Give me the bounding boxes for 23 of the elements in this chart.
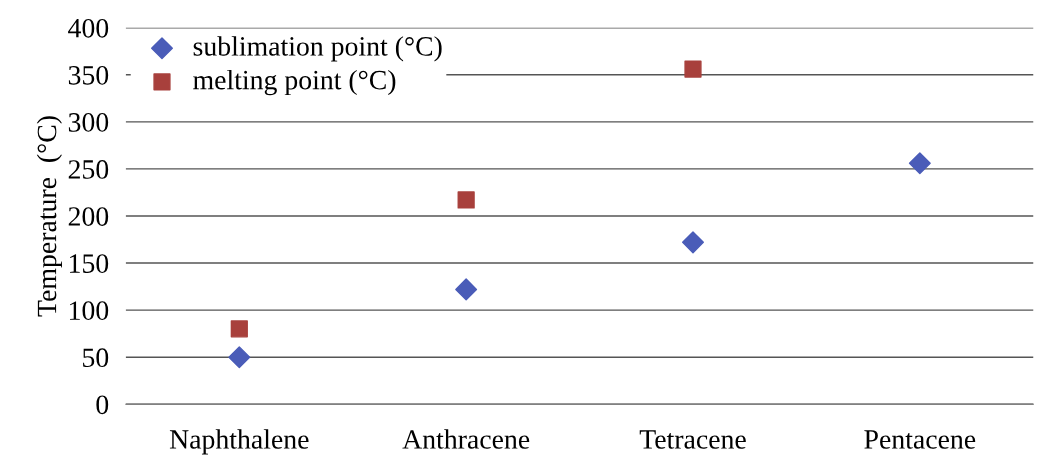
point bbox=[457, 191, 475, 209]
x-tick-label: Tetracene bbox=[639, 430, 746, 449]
point bbox=[908, 152, 931, 175]
point bbox=[228, 346, 251, 369]
x-tick-label: Anthracene bbox=[402, 429, 530, 449]
y-tick-label: 250 bbox=[68, 160, 109, 179]
y-axis-title: Temperature (°C) bbox=[36, 116, 62, 317]
y-tick-label: 50 bbox=[83, 348, 109, 368]
point bbox=[682, 231, 704, 254]
legend-label: sublimation point (°C) bbox=[193, 36, 442, 62]
y-tick-label: 400 bbox=[68, 18, 109, 38]
y-tick-label: 100 bbox=[69, 301, 109, 321]
x-tick-label: Naphthalene bbox=[169, 429, 309, 455]
point bbox=[684, 60, 702, 78]
point bbox=[230, 320, 248, 338]
y-tick-label: 150 bbox=[69, 254, 109, 273]
y-tick-label: 350 bbox=[68, 65, 109, 85]
x-tick-label: Pentacene bbox=[864, 430, 976, 449]
y-tick-label: 200 bbox=[68, 207, 109, 226]
legend-label: melting point (°C) bbox=[193, 69, 396, 96]
y-tick-label: 300 bbox=[68, 113, 109, 132]
y-tick-label: 0 bbox=[96, 395, 109, 415]
point bbox=[455, 278, 478, 301]
